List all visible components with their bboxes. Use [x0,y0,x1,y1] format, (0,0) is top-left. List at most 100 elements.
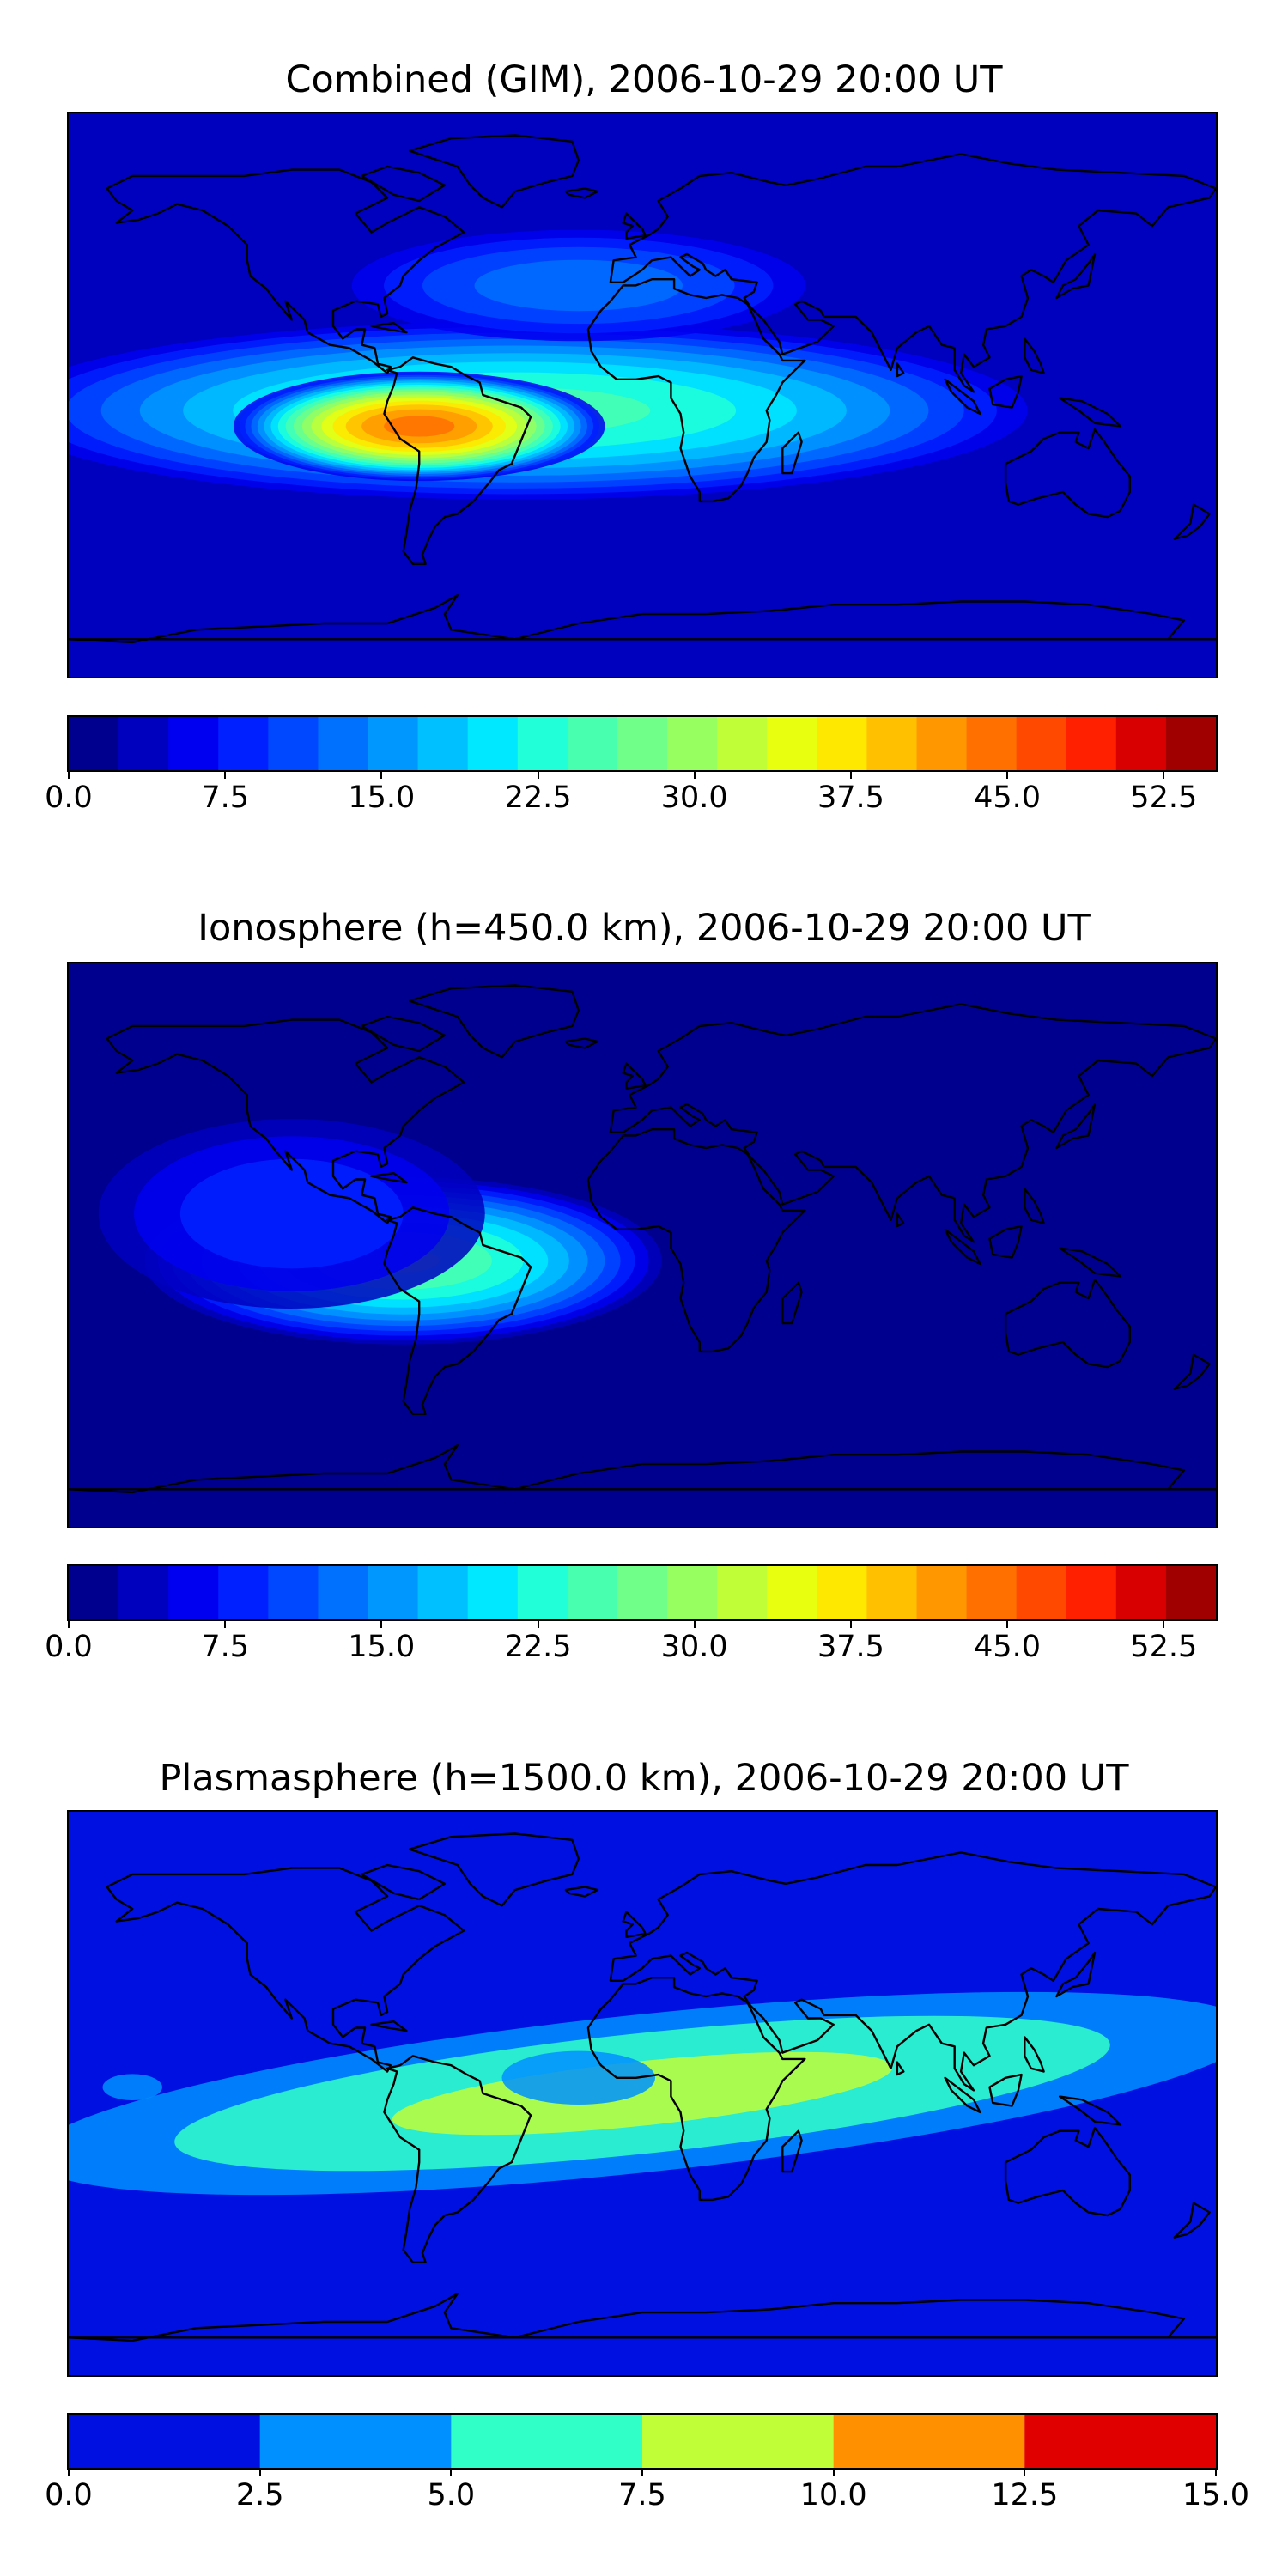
colorbar-tick [380,1619,383,1628]
colorbar-segment [966,1566,1018,1619]
coastline [622,1062,647,1090]
colorbar-tick [68,2468,70,2476]
colorbar-tick-label: 30.0 [660,781,728,815]
colorbar-segment [218,1566,269,1619]
colorbar-tick [849,770,852,779]
coastline [1024,1188,1045,1224]
colorbar-segment [966,717,1018,770]
coastlines-plasmasphere [69,1832,1216,2342]
panel-title-plasmasphere: Plasmasphere (h=1500.0 km), 2006-10-29 2… [159,1757,1129,1800]
colorbar-tick [537,1619,539,1628]
coastline [564,187,599,199]
colorbar-ionosphere [67,1564,1218,1621]
colorbar-tick-label: 22.5 [504,781,572,815]
colorbar-segment [817,1566,867,1619]
colorbar-tick [641,2468,643,2476]
coastline [1059,2095,1121,2126]
coastline [896,2061,905,2076]
coastline [370,1172,408,1184]
colorbar-segment [168,1566,219,1619]
coastline [781,431,803,475]
colorbar-segment [617,717,668,770]
colorbar-tick-label: 0.0 [45,2478,93,2512]
colorbar-segment [268,717,319,770]
coastline [1004,1278,1131,1369]
colorbar-tick [832,2468,835,2476]
colorbar-tick-label: 52.5 [1130,781,1198,815]
feature-north-atlantic-lobe [351,229,805,342]
colorbar-tick-label: 52.5 [1130,1630,1198,1664]
colorbar-segment [1165,717,1216,770]
coastline [1004,428,1131,519]
colorbar-tick [1215,2468,1217,2476]
colorbar-segment [866,717,918,770]
colorbar-tick-label: 15.0 [348,781,416,815]
colorbar-segment [467,717,519,770]
colorbar-segment [833,2415,1025,2468]
colorbar-segment [368,1566,419,1619]
colorbar-segment [642,2415,835,2468]
colorbar-tick [258,2468,261,2476]
coastline [622,212,647,240]
colorbar-segment [318,1566,369,1619]
colorbar-tick-label: 15.0 [348,1630,416,1664]
colorbar-tick-label: 30.0 [660,1630,728,1664]
contour-level [501,2050,656,2105]
colorbar-segment [916,1566,968,1619]
colorbar-segment [1115,717,1167,770]
colorbar-tick [1006,770,1009,779]
colorbar-tick-label: 45.0 [974,781,1042,815]
coastline [944,1228,981,1266]
coastline [944,2076,981,2114]
colorbar-segment [268,1566,319,1619]
colorbar-tick-label: 22.5 [504,1630,572,1664]
colorbar-segment [1016,1566,1067,1619]
coastline [106,168,465,374]
contour-level [102,2074,162,2101]
colorbar-tick-label: 37.5 [817,781,884,815]
contour-level [392,2051,893,2136]
contour-level [474,259,683,312]
colorbar-tick-label: 5.0 [427,2478,476,2512]
coastline [69,594,1216,644]
colorbar-tick [1163,1619,1165,1628]
coastline [988,2073,1023,2107]
colorbar-tick-label: 15.0 [1182,2478,1249,2512]
colorbar-plasmasphere [67,2413,1218,2470]
colorbar-segment [318,717,369,770]
colorbar-segment [767,717,817,770]
colorbar-tick-label: 12.5 [991,2478,1059,2512]
map-plasmasphere [67,1810,1218,2377]
coastline [944,378,981,416]
colorbar-segment [417,717,469,770]
coastline [383,2055,532,2263]
coastline [370,322,408,334]
coastline [564,1037,599,1049]
contour-field-combined [69,113,1216,677]
colorbar-tick [68,1619,70,1628]
colorbar-segment [567,717,618,770]
colorbar-segment [1165,1566,1216,1619]
coastline [1173,503,1211,540]
colorbar-segment [767,1566,817,1619]
colorbar-segment [1024,2415,1216,2468]
map-combined [67,112,1218,678]
coastline [408,984,580,1059]
coastline [361,1015,447,1053]
colorbar-tick [224,770,227,779]
colorbar-segment [467,1566,519,1619]
coastline [1024,337,1045,374]
colorbar-segment [69,717,119,770]
colorbar-tick [68,770,70,779]
coastline [361,1863,447,1901]
colorbar-combined [67,715,1218,772]
coastline [609,1851,1216,2092]
colorbar-tick-label: 7.5 [201,1630,250,1664]
coastline [609,153,1216,393]
colorbar-segment [567,1566,618,1619]
coastlines-ionosphere [69,984,1216,1494]
panel-title-ionosphere: Ionosphere (h=450.0 km), 2006-10-29 20:0… [197,907,1091,950]
map-ionosphere [67,962,1218,1528]
coastline [622,1911,647,1938]
colorbar-segment [118,1566,169,1619]
